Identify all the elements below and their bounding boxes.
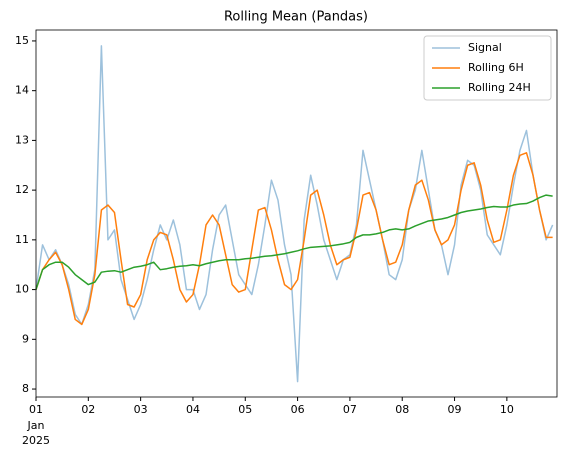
x-tick-label: 03: [134, 403, 148, 416]
x-tick-label: 02: [81, 403, 95, 416]
legend-label: Signal: [468, 41, 502, 54]
x-tick-label: 04: [186, 403, 200, 416]
x-tick-label: 08: [395, 403, 409, 416]
chart-title: Rolling Mean (Pandas): [224, 10, 368, 25]
x-tick-label: 10: [500, 403, 514, 416]
y-tick-label: 15: [15, 34, 29, 47]
x-tick-sublabel: Jan: [27, 419, 45, 432]
y-tick-label: 11: [15, 233, 29, 246]
x-tick-label: 07: [343, 403, 357, 416]
x-tick-sublabel: 2025: [22, 434, 50, 447]
x-tick-label: 09: [448, 403, 462, 416]
x-tick-label: 01: [29, 403, 43, 416]
series-line: [35, 45, 554, 383]
x-tick-label: 06: [291, 403, 305, 416]
legend-label: Rolling 6H: [468, 61, 524, 74]
series-line: [35, 152, 553, 326]
x-tick-label: 05: [238, 403, 252, 416]
legend-label: Rolling 24H: [468, 81, 531, 94]
y-tick-label: 10: [15, 283, 29, 296]
y-tick-label: 12: [15, 183, 29, 196]
legend-box: [423, 35, 552, 101]
series-line: [35, 194, 553, 290]
y-tick-label: 14: [15, 84, 29, 97]
y-tick-label: 8: [22, 382, 29, 395]
plot-frame: [35, 29, 558, 398]
y-tick-label: 9: [22, 332, 29, 345]
y-tick-label: 13: [15, 133, 29, 146]
